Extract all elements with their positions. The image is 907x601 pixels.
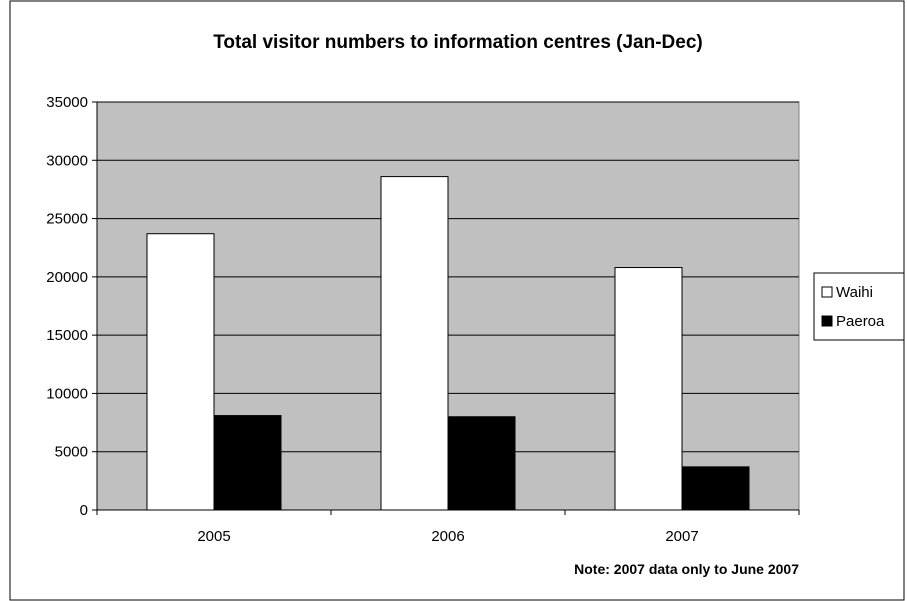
bar-paeroa-2007 (681, 466, 750, 511)
x-tick-label: 2007 (665, 528, 698, 545)
y-tick-label: 15000 (46, 327, 88, 344)
bar-waihi-2007 (614, 267, 683, 511)
bar-paeroa-2005 (213, 415, 282, 511)
y-tick-label: 30000 (46, 152, 88, 169)
y-tick-label: 10000 (46, 385, 88, 402)
legend-box (813, 272, 905, 341)
x-axis: 2005 2006 2007 (96, 509, 800, 545)
x-tick-label: 2006 (431, 528, 464, 545)
bars (146, 176, 750, 511)
x-tick-label: 2005 (197, 528, 230, 545)
legend-label-paeroa: Paeroa (836, 313, 885, 330)
chart-title: Total visitor numbers to information cen… (213, 32, 703, 53)
bar-waihi-2005 (146, 233, 215, 511)
y-tick-label: 25000 (46, 211, 88, 228)
y-tick-label: 20000 (46, 269, 88, 286)
bar-paeroa-2006 (447, 416, 516, 511)
y-axis: 0 5000 10000 15000 20000 25000 30000 35000 (46, 94, 98, 519)
chart-note: Note: 2007 data only to June 2007 (574, 561, 799, 577)
y-tick-label: 0 (80, 502, 88, 519)
legend-swatch-waihi (821, 286, 833, 298)
y-tick-label: 5000 (55, 444, 88, 461)
legend: Waihi Paeroa (813, 272, 905, 341)
legend-label-waihi: Waihi (836, 284, 873, 301)
legend-swatch-paeroa (821, 315, 833, 327)
y-tick-label: 35000 (46, 94, 88, 111)
bar-waihi-2006 (380, 176, 449, 511)
